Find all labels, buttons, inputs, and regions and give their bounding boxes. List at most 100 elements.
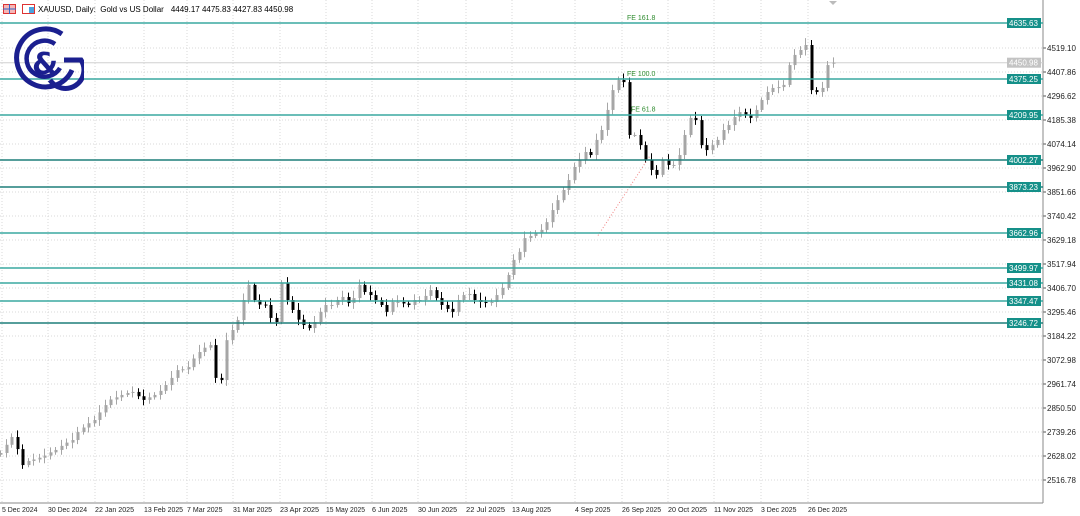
candle-down	[628, 82, 632, 135]
candle-up	[518, 251, 522, 260]
candle-down	[650, 159, 654, 170]
candle-up	[49, 452, 53, 456]
level-price-label-bg	[1007, 18, 1041, 28]
candle-up	[490, 301, 494, 304]
y-tick-label: 3072.98	[1047, 356, 1076, 365]
candle-down	[214, 345, 218, 378]
candle-down	[644, 145, 648, 160]
chart-window-icon[interactable]	[3, 4, 16, 14]
y-tick-label: 4519.10	[1047, 44, 1076, 53]
x-tick-label: 22 Jan 2025	[95, 507, 134, 514]
candle-up	[319, 311, 323, 323]
candle-down	[810, 45, 814, 91]
chart-properties-icon[interactable]	[22, 4, 35, 14]
candle-down	[435, 290, 439, 299]
candle-up	[788, 65, 792, 85]
level-price-label-bg	[1007, 182, 1041, 192]
candle-up	[733, 117, 737, 126]
level-price-label: 3499.97	[1009, 264, 1038, 273]
candle-up	[545, 222, 549, 230]
candle-up	[126, 393, 130, 395]
candle-up	[495, 295, 499, 302]
candle-up	[501, 287, 505, 296]
candle-up	[777, 87, 781, 89]
candle-up	[148, 397, 152, 400]
candle-up	[600, 130, 604, 140]
candle-up	[164, 385, 168, 391]
candle-up	[391, 301, 395, 312]
level-price-label: 3246.72	[1009, 319, 1038, 328]
candle-up	[38, 457, 42, 460]
fib-level-label: FE 61.8	[631, 107, 656, 114]
candle-down	[380, 300, 384, 305]
candle-down	[297, 309, 301, 320]
candle-up	[396, 301, 400, 303]
company-logo: &	[14, 26, 84, 91]
candle-down	[142, 396, 146, 400]
current-price-label: 4450.98	[1009, 59, 1038, 68]
candle-up	[633, 134, 637, 136]
candle-up	[76, 432, 80, 441]
x-tick-label: 30 Dec 2024	[48, 507, 87, 514]
candle-up	[617, 79, 621, 91]
candle-up	[711, 145, 715, 151]
candle-up	[793, 54, 797, 66]
candle-down	[275, 317, 279, 323]
candle-up	[424, 295, 428, 301]
x-tick-label: 15 May 2025	[326, 507, 365, 514]
candle-up	[567, 180, 571, 190]
candle-down	[308, 325, 312, 329]
candle-up	[661, 159, 665, 175]
y-tick-label: 3962.90	[1047, 164, 1076, 173]
candle-down	[137, 391, 141, 397]
candle-up	[336, 300, 340, 305]
candle-up	[683, 134, 687, 156]
candle-up	[766, 92, 770, 101]
candle-down	[700, 120, 704, 146]
candle-down	[16, 437, 20, 450]
candle-down	[655, 169, 659, 175]
candle-up	[595, 139, 599, 156]
candle-down	[815, 90, 819, 93]
candle-up	[540, 229, 544, 233]
candle-up	[821, 87, 825, 93]
symbol-title: XAUUSD, Daily: Gold vs US Dollar	[38, 4, 164, 14]
candle-up	[799, 49, 803, 55]
x-tick-label: 20 Oct 2025	[668, 507, 707, 514]
candle-down	[363, 284, 367, 293]
candle-up	[192, 358, 196, 368]
level-price-label: 4209.95	[1009, 111, 1038, 120]
candle-up	[32, 459, 36, 461]
candle-up	[826, 65, 830, 88]
level-price-label-bg	[1007, 74, 1041, 84]
candle-up	[203, 347, 207, 353]
candle-up	[523, 238, 527, 252]
svg-text:&: &	[32, 47, 58, 82]
level-price-label-bg	[1007, 110, 1041, 120]
candle-up	[716, 139, 720, 146]
y-tick-label: 3851.66	[1047, 188, 1076, 197]
candle-down	[347, 296, 351, 304]
level-price-label-bg	[1007, 155, 1041, 165]
candle-down	[291, 300, 295, 310]
level-price-label: 3873.23	[1009, 183, 1038, 192]
candle-up	[176, 370, 180, 378]
y-tick-label: 4185.38	[1047, 116, 1076, 125]
y-tick-label: 3295.46	[1047, 308, 1076, 317]
x-tick-label: 13 Feb 2025	[144, 507, 183, 514]
candle-up	[242, 300, 246, 321]
candle-up	[457, 300, 461, 312]
x-tick-label: 13 Aug 2025	[512, 507, 551, 514]
candle-down	[639, 134, 643, 146]
y-tick-label: 2516.78	[1047, 476, 1076, 485]
candle-up	[782, 84, 786, 88]
candle-up	[606, 109, 610, 131]
candle-up	[341, 296, 345, 301]
level-price-label-bg	[1007, 296, 1041, 306]
x-tick-label: 30 Jun 2025	[418, 507, 457, 514]
candle-up	[115, 397, 119, 400]
candle-up	[429, 290, 433, 296]
candle-up	[120, 394, 124, 398]
x-tick-label: 31 Mar 2025	[233, 507, 272, 514]
